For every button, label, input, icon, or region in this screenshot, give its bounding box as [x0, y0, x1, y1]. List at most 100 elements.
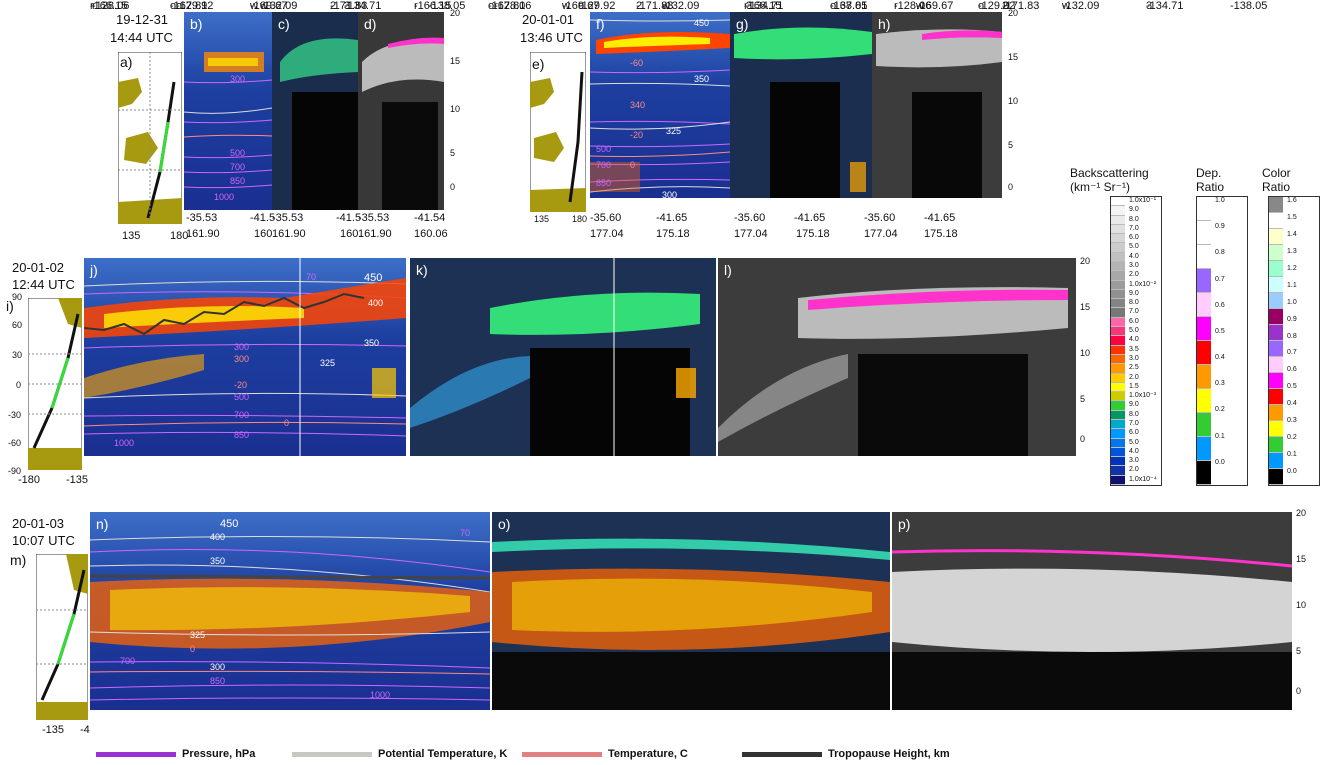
lon-label: 161.90	[272, 228, 306, 241]
color-ratio-colorbar-label: 0.6	[1287, 366, 1297, 373]
alt-tick: 20	[1080, 256, 1090, 266]
map-lon-tick: -4	[80, 724, 90, 737]
backscatter-colorbar-swatch	[1111, 318, 1125, 327]
alt-tick: 0	[1296, 686, 1301, 696]
backscatter-colorbar-label: 8.0	[1129, 216, 1139, 223]
lon-label: 177.04	[864, 228, 898, 241]
backscatter-colorbar-label: 6.0	[1129, 429, 1139, 436]
panel-p-overlay	[892, 512, 1292, 710]
pressure-label: 700	[596, 160, 611, 170]
color-ratio-colorbar-label: 0.5	[1287, 383, 1297, 390]
backscatter-colorbar-label: 3.0	[1129, 262, 1139, 269]
color-ratio-colorbar-label: 1.6	[1287, 197, 1297, 204]
lon-label: 3	[1146, 0, 1152, 13]
dep-ratio-colorbar-swatch	[1197, 413, 1211, 437]
dep-ratio-colorbar-label: 0.2	[1215, 406, 1225, 413]
color-ratio-colorbar-swatch	[1269, 229, 1283, 245]
color-ratio-colorbar-swatch	[1269, 341, 1283, 357]
panel-l-overlay	[718, 258, 1076, 456]
backscatter-title-line1: Backscattering	[1070, 166, 1149, 180]
backscatter-colorbar: 1.0x10⁻¹ 9.0 8.0 7.0 6.0 5.0 4.0 3.0 2.0 1.0x10⁻²…	[1110, 196, 1162, 486]
backscatter-colorbar-swatch	[1111, 374, 1125, 383]
legend-label: Temperature, C	[608, 748, 688, 760]
panel-o-overlay	[492, 512, 890, 710]
backscatter-colorbar-label: 3.0	[1129, 457, 1139, 464]
lon-label: 177.04	[590, 228, 624, 241]
dep-ratio-colorbar-label: 0.7	[1215, 276, 1225, 283]
panel-d: d)	[358, 12, 444, 210]
alt-tick: 10	[450, 104, 460, 114]
map-lon-tick: -135	[66, 474, 88, 487]
overlay-label: 300	[234, 354, 249, 364]
map-a	[118, 52, 182, 224]
dep-ratio-colorbar-swatch	[1197, 269, 1211, 293]
lat-label: -128.06	[894, 0, 931, 13]
legend-swatch	[742, 752, 822, 757]
color-ratio-colorbar-label: 1.1	[1287, 282, 1297, 289]
row1-right-time: 13:46 UTC	[520, 30, 583, 46]
map-m-graphic	[36, 554, 88, 720]
panel-n-overlay	[90, 512, 490, 710]
row1-right-date: 20-01-01	[522, 12, 574, 28]
panel-label-m: m)	[10, 552, 26, 568]
dep-ratio-colorbar-label: 0.0	[1215, 459, 1225, 466]
overlay-label: 1000	[370, 690, 390, 700]
map-e	[530, 52, 586, 212]
panel-label-b: b)	[190, 16, 202, 32]
alt-tick: 10	[1008, 96, 1018, 106]
panel-k-overlay	[410, 258, 716, 456]
alt-tick: 0	[450, 182, 455, 192]
land-shape	[530, 188, 586, 212]
theta-label: 300	[662, 190, 677, 200]
backscatter-colorbar-swatch	[1111, 299, 1125, 308]
color-ratio-colorbar-label: 0.9	[1287, 316, 1297, 323]
color-ratio-colorbar-swatch	[1269, 213, 1283, 229]
backscatter-colorbar-swatch	[1111, 281, 1125, 290]
lat-label: -35.60	[864, 212, 895, 225]
backscatter-colorbar-label: 6.0	[1129, 234, 1139, 241]
overlay-label: 450	[364, 272, 382, 284]
alt-tick: 0	[1008, 182, 1013, 192]
color-ratio-colorbar: 1.6 1.5 1.4 1.3 1.2 1.1 1.0 0.9 0.8 0.7 0.6 0.5 0.4 0…	[1268, 196, 1320, 486]
lat-label: -138.05	[830, 0, 867, 13]
lat-label: -138.05	[428, 0, 465, 13]
panel-label-g: g)	[736, 16, 748, 32]
panel-label-o: o)	[498, 516, 510, 532]
lat-label: -41.65	[924, 212, 955, 225]
lon-label: 160.06	[414, 228, 448, 241]
map-lat-tick: -30	[8, 410, 21, 420]
color-ratio-colorbar-swatch	[1269, 325, 1283, 341]
panel-l: l)	[718, 258, 1076, 456]
temp-label: -60	[630, 58, 643, 68]
lon-label: 175.18	[924, 228, 958, 241]
backscatter-colorbar-label: 1.0x10⁻⁴	[1129, 476, 1157, 483]
lat-label: -35.60	[590, 212, 621, 225]
overlay-label: 500	[234, 392, 249, 402]
dep-ratio-colorbar-swatch	[1197, 293, 1211, 317]
theta-label: 325	[666, 126, 681, 136]
panel-j: j) 450 70 400 350 300 325 300 500 700 85…	[84, 258, 406, 456]
temp-label: 0	[630, 160, 635, 170]
pressure-label: 850	[230, 176, 245, 186]
color-ratio-colorbar-swatch	[1269, 245, 1283, 261]
backscatter-colorbar-label: 3.5	[1129, 346, 1139, 353]
alt-tick: 5	[1008, 140, 1013, 150]
color-ratio-colorbar-label: 0.8	[1287, 333, 1297, 340]
lon-label: w	[260, 0, 268, 13]
lat-label: -35.60	[734, 212, 765, 225]
map-a-graphic	[118, 52, 182, 224]
dep-ratio-colorbar-swatch	[1197, 221, 1211, 245]
backscatter-colorbar-label: 1.0x10⁻¹	[1129, 197, 1156, 204]
dep-ratio-title: Dep. Ratio	[1196, 166, 1224, 194]
overlay-label: 350	[210, 556, 225, 566]
overlay-label: 850	[210, 676, 225, 686]
lon-label: 177.04	[734, 228, 768, 241]
backscatter-colorbar-label: 9.0	[1129, 206, 1139, 213]
panel-d-overlay	[358, 12, 444, 210]
map-e-tick: 180	[572, 214, 587, 224]
color-ratio-colorbar-swatch	[1269, 421, 1283, 437]
lon-label: r	[92, 0, 96, 13]
overlay-label: 0	[284, 418, 289, 428]
backscatter-colorbar-swatch	[1111, 290, 1125, 299]
backscatter-colorbar-swatch	[1111, 448, 1125, 457]
